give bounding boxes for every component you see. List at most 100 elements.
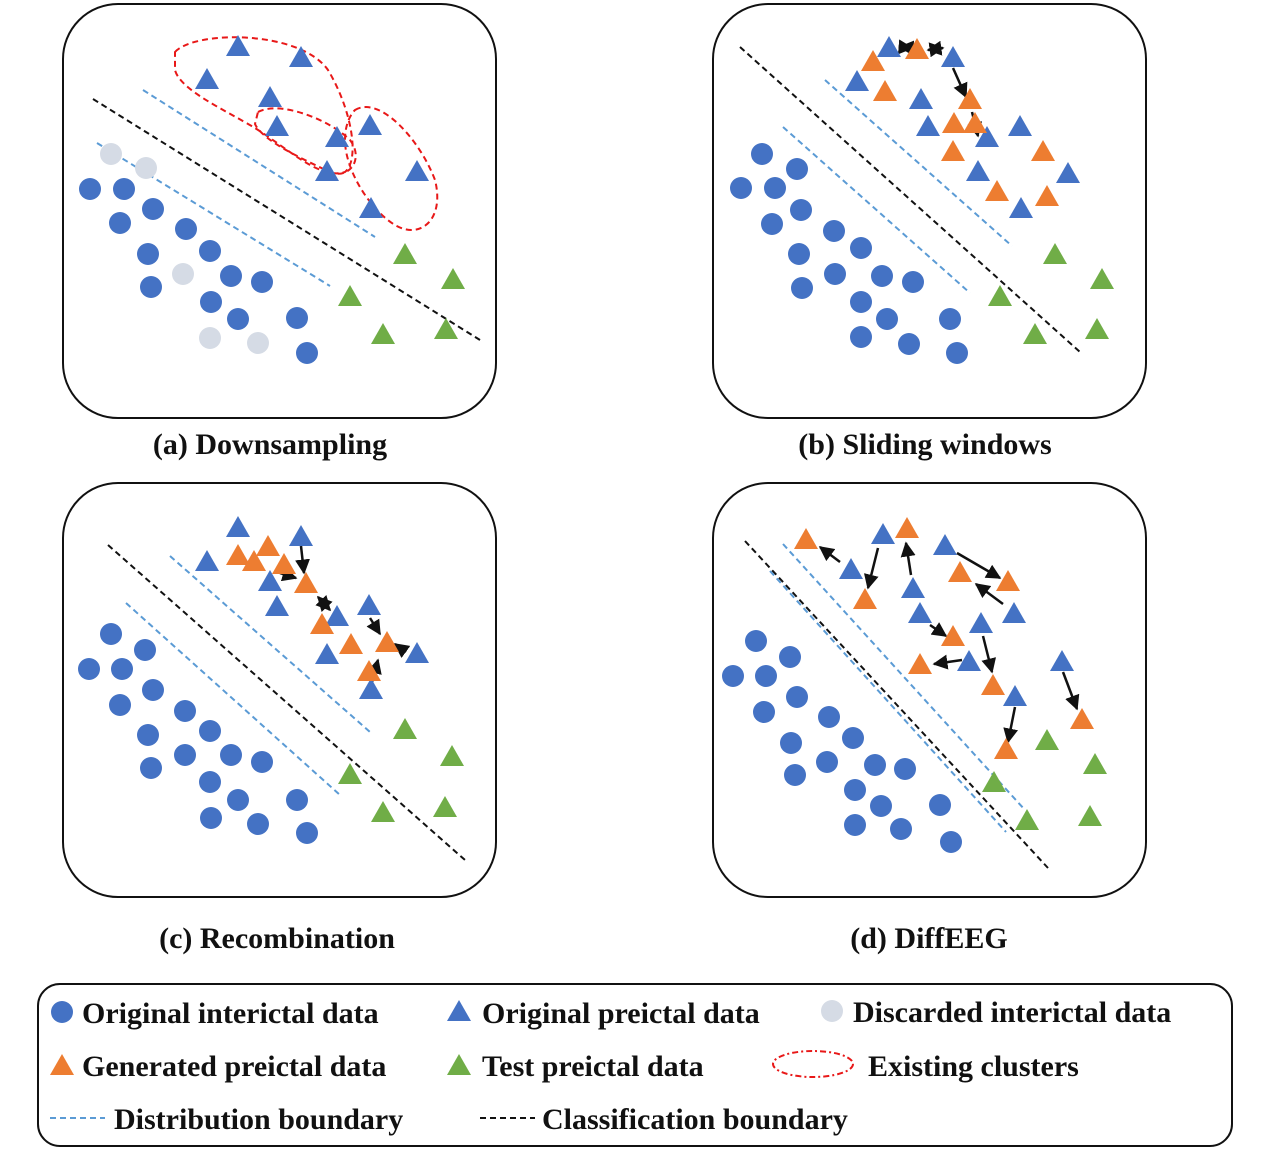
arrow-c bbox=[315, 594, 333, 613]
preictal-point-c bbox=[325, 605, 349, 626]
interictal-point-c bbox=[199, 771, 221, 793]
preictal-point-a bbox=[258, 86, 282, 107]
generated-point-b bbox=[905, 38, 929, 59]
interictal-point-d bbox=[786, 686, 808, 708]
generated-point-b bbox=[861, 50, 885, 71]
preictal-point-b bbox=[975, 126, 999, 147]
interictal-point-b bbox=[850, 326, 872, 348]
interictal-point-a bbox=[137, 243, 159, 265]
generated-point-c bbox=[242, 550, 266, 571]
interictal-point-b bbox=[791, 277, 813, 299]
distribution-boundary-d bbox=[769, 570, 1007, 833]
preictal-point-d bbox=[957, 650, 981, 671]
preictal-point-d bbox=[1050, 650, 1074, 671]
arrow-d bbox=[863, 547, 880, 590]
interictal-point-b bbox=[939, 308, 961, 330]
generated-point-d bbox=[996, 570, 1020, 591]
preictal-point-a bbox=[358, 114, 382, 135]
interictal-point-c bbox=[100, 623, 122, 645]
test-point-c bbox=[440, 745, 464, 766]
distribution-boundary-a bbox=[142, 89, 376, 238]
distribution-boundary-c bbox=[169, 555, 371, 733]
preictal-point-c bbox=[357, 594, 381, 615]
interictal-point-c bbox=[174, 700, 196, 722]
arrow-d bbox=[929, 622, 948, 638]
interictal-point-b bbox=[850, 291, 872, 313]
caption-a: (a) Downsampling bbox=[153, 428, 387, 461]
interictal-point-c bbox=[251, 751, 273, 773]
interictal-point-d bbox=[890, 818, 912, 840]
interictal-point-d bbox=[864, 754, 886, 776]
preictal-point-b bbox=[909, 88, 933, 109]
panel-a-frame bbox=[62, 3, 497, 419]
arrow-d bbox=[974, 582, 1004, 606]
interictal-point-d bbox=[842, 727, 864, 749]
interictal-point-b bbox=[871, 265, 893, 287]
legend-original-preictal: Original preictal data bbox=[482, 997, 760, 1030]
cluster-2 bbox=[253, 107, 357, 175]
caption-d: (d) DiffEEG bbox=[850, 922, 1008, 955]
test-point-d bbox=[1035, 729, 1059, 750]
generated-point-c bbox=[256, 535, 280, 556]
cluster-1 bbox=[174, 36, 354, 175]
preictal-point-a bbox=[265, 115, 289, 136]
preictal-point-c bbox=[226, 516, 250, 537]
test-point-b bbox=[988, 285, 1012, 306]
test-point-b bbox=[1043, 243, 1067, 264]
distribution-boundary-b bbox=[824, 79, 1013, 247]
legend-box bbox=[37, 983, 1233, 1147]
test-point-c bbox=[338, 763, 362, 784]
generated-point-c bbox=[226, 544, 250, 565]
preictal-point-c bbox=[195, 550, 219, 571]
preictal-point-b bbox=[916, 115, 940, 136]
discarded-point-a bbox=[247, 332, 269, 354]
legend-distribution-boundary: Distribution boundary bbox=[114, 1103, 403, 1136]
preictal-point-a bbox=[405, 160, 429, 181]
legend-classification-boundary: Classification boundary bbox=[542, 1103, 848, 1136]
legend-generated-preictal: Generated preictal data bbox=[82, 1050, 386, 1083]
interictal-point-c bbox=[174, 744, 196, 766]
interictal-point-d bbox=[940, 831, 962, 853]
preictal-point-a bbox=[325, 126, 349, 147]
interictal-point-a bbox=[296, 342, 318, 364]
interictal-point-d bbox=[816, 751, 838, 773]
interictal-point-d bbox=[779, 646, 801, 668]
cluster-3 bbox=[343, 106, 439, 231]
preictal-point-a bbox=[195, 68, 219, 89]
generated-point-c bbox=[375, 631, 399, 652]
preictal-point-d bbox=[969, 612, 993, 633]
arrow-d bbox=[956, 551, 1002, 580]
preictal-point-c bbox=[289, 525, 313, 546]
preictal-point-b bbox=[1009, 197, 1033, 218]
preictal-point-d bbox=[1003, 685, 1027, 706]
interictal-point-a bbox=[199, 240, 221, 262]
arrow-d bbox=[1061, 671, 1080, 711]
generated-point-c bbox=[357, 660, 381, 681]
interictal-point-a bbox=[109, 212, 131, 234]
arrow-c bbox=[295, 545, 310, 575]
test-point-a bbox=[434, 318, 458, 339]
generated-point-d bbox=[941, 625, 965, 646]
arrow-c bbox=[366, 617, 382, 636]
interictal-point-c bbox=[109, 694, 131, 716]
legend-generated-marker bbox=[50, 1054, 74, 1075]
caption-c: (c) Recombination bbox=[159, 922, 395, 955]
legend-test-marker bbox=[447, 1054, 471, 1075]
interictal-point-a bbox=[251, 271, 273, 293]
distribution-boundary-b bbox=[782, 126, 971, 294]
discarded-point-a bbox=[199, 327, 221, 349]
interictal-point-a bbox=[79, 178, 101, 200]
interictal-point-d bbox=[780, 732, 802, 754]
test-point-b bbox=[1090, 268, 1114, 289]
preictal-point-c bbox=[315, 643, 339, 664]
interictal-point-b bbox=[824, 263, 846, 285]
panel-b-frame bbox=[712, 3, 1147, 419]
generated-point-c bbox=[310, 613, 334, 634]
preictal-point-c bbox=[265, 595, 289, 616]
interictal-point-c bbox=[199, 720, 221, 742]
panel-d-frame bbox=[712, 482, 1147, 898]
generated-point-c bbox=[339, 633, 363, 654]
generated-point-d bbox=[981, 674, 1005, 695]
generated-point-b bbox=[1031, 140, 1055, 161]
test-point-d bbox=[982, 771, 1006, 792]
